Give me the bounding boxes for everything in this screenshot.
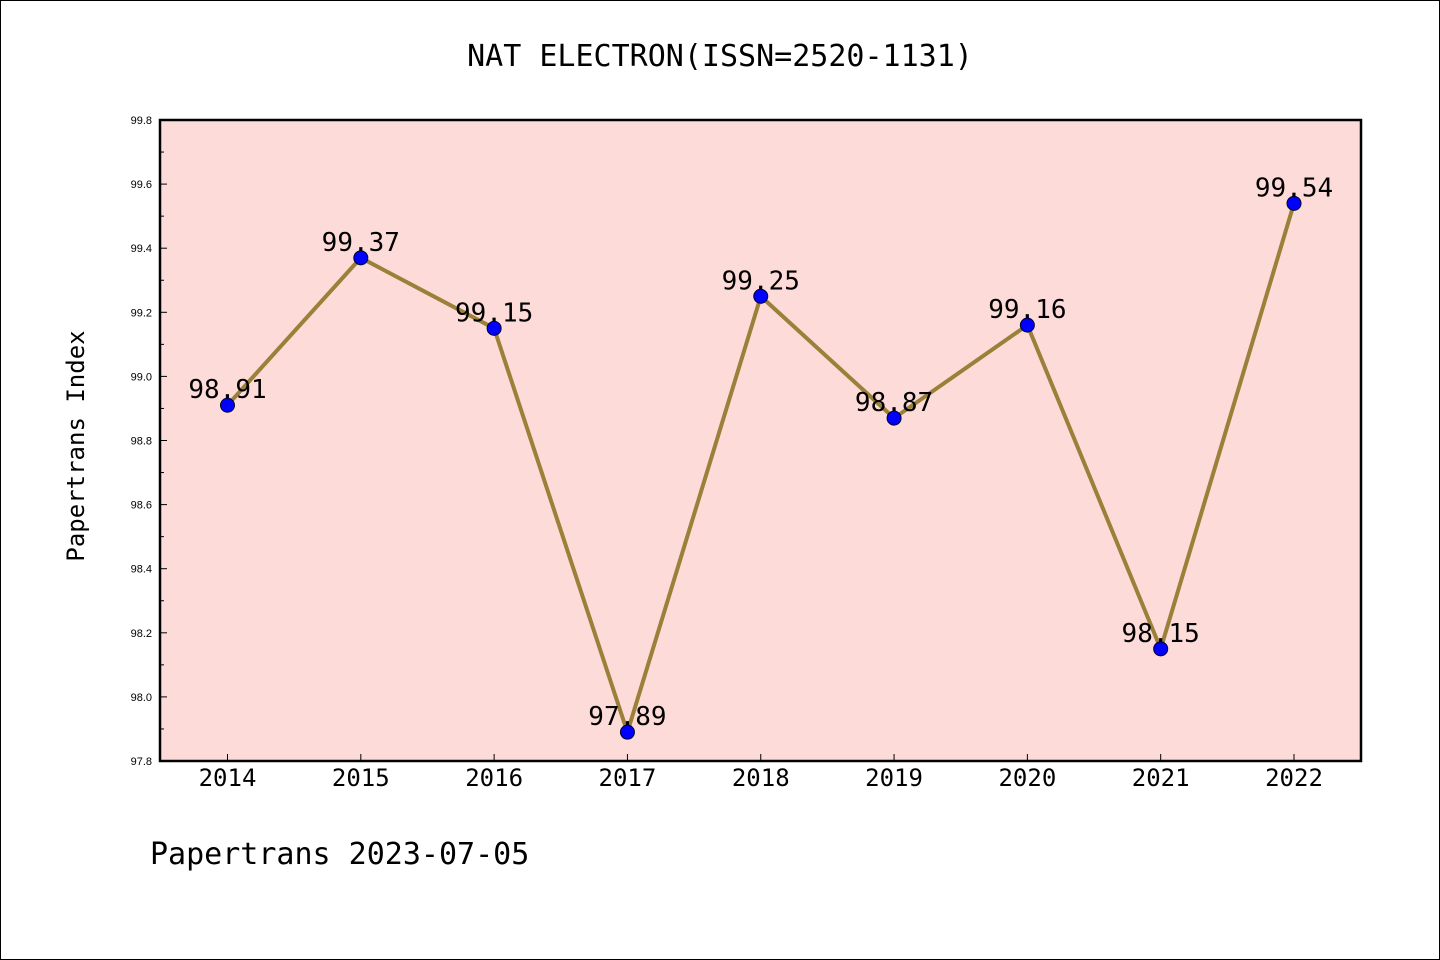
data-point xyxy=(486,320,502,336)
x-tick-label: 2017 xyxy=(599,764,657,792)
data-label: 98.91 xyxy=(188,375,266,405)
x-tick-label: 2019 xyxy=(865,764,923,792)
data-point xyxy=(220,397,235,413)
data-point xyxy=(619,724,635,740)
data-point xyxy=(1019,317,1035,333)
y-tick-label: 99.6 xyxy=(131,179,152,191)
axis-ticks: 97.8 98.0 98.2 98.4 98.6 98.8 99.0 99.2 99.4 99.6… xyxy=(131,115,1323,792)
x-tick-label: 2018 xyxy=(732,764,790,792)
data-point xyxy=(886,410,902,426)
y-tick-label: 99.0 xyxy=(131,371,152,383)
plot-area xyxy=(160,120,1361,761)
y-tick-label: 98.0 xyxy=(131,692,152,704)
data-label: 99.25 xyxy=(722,266,800,296)
data-point xyxy=(1286,195,1302,211)
x-tick-label: 2021 xyxy=(1132,764,1190,792)
data-labels: 98.91 99.37 99.15 97.89 99.25 98.87 99.16 98.15… xyxy=(188,173,1333,732)
x-tick-label: 2014 xyxy=(199,764,257,792)
chart-title: NAT ELECTRON(ISSN=2520-1131) xyxy=(467,39,973,74)
data-label: 97.89 xyxy=(588,702,666,732)
data-point xyxy=(1153,641,1169,657)
plot-border xyxy=(158,118,1363,763)
x-tick-label: 2022 xyxy=(1265,764,1323,792)
y-tick-label: 99.4 xyxy=(131,243,152,255)
y-tick-label: 99.8 xyxy=(131,115,152,127)
data-label: 98.87 xyxy=(855,388,933,418)
y-tick-label: 98.4 xyxy=(131,564,152,576)
y-tick-label: 98.6 xyxy=(131,500,152,512)
x-tick-label: 2020 xyxy=(998,764,1056,792)
data-label: 99.15 xyxy=(455,298,533,328)
x-tick-label: 2016 xyxy=(465,764,523,792)
series-markers xyxy=(220,195,1302,740)
y-tick-label: 98.2 xyxy=(131,628,152,640)
data-label: 99.37 xyxy=(322,228,400,258)
y-tick-label: 97.8 xyxy=(131,756,152,768)
data-point xyxy=(353,250,369,266)
y-axis-label: Papertrans Index xyxy=(62,330,90,561)
data-label: 99.16 xyxy=(988,295,1066,325)
y-tick-label: 98.8 xyxy=(131,436,152,448)
data-label: 99.54 xyxy=(1255,173,1333,203)
x-tick-label: 2015 xyxy=(332,764,390,792)
data-label: 98.15 xyxy=(1122,619,1200,649)
y-tick-label: 99.2 xyxy=(131,307,152,319)
footer-text: Papertrans 2023-07-05 xyxy=(150,837,529,872)
data-point xyxy=(753,288,769,304)
